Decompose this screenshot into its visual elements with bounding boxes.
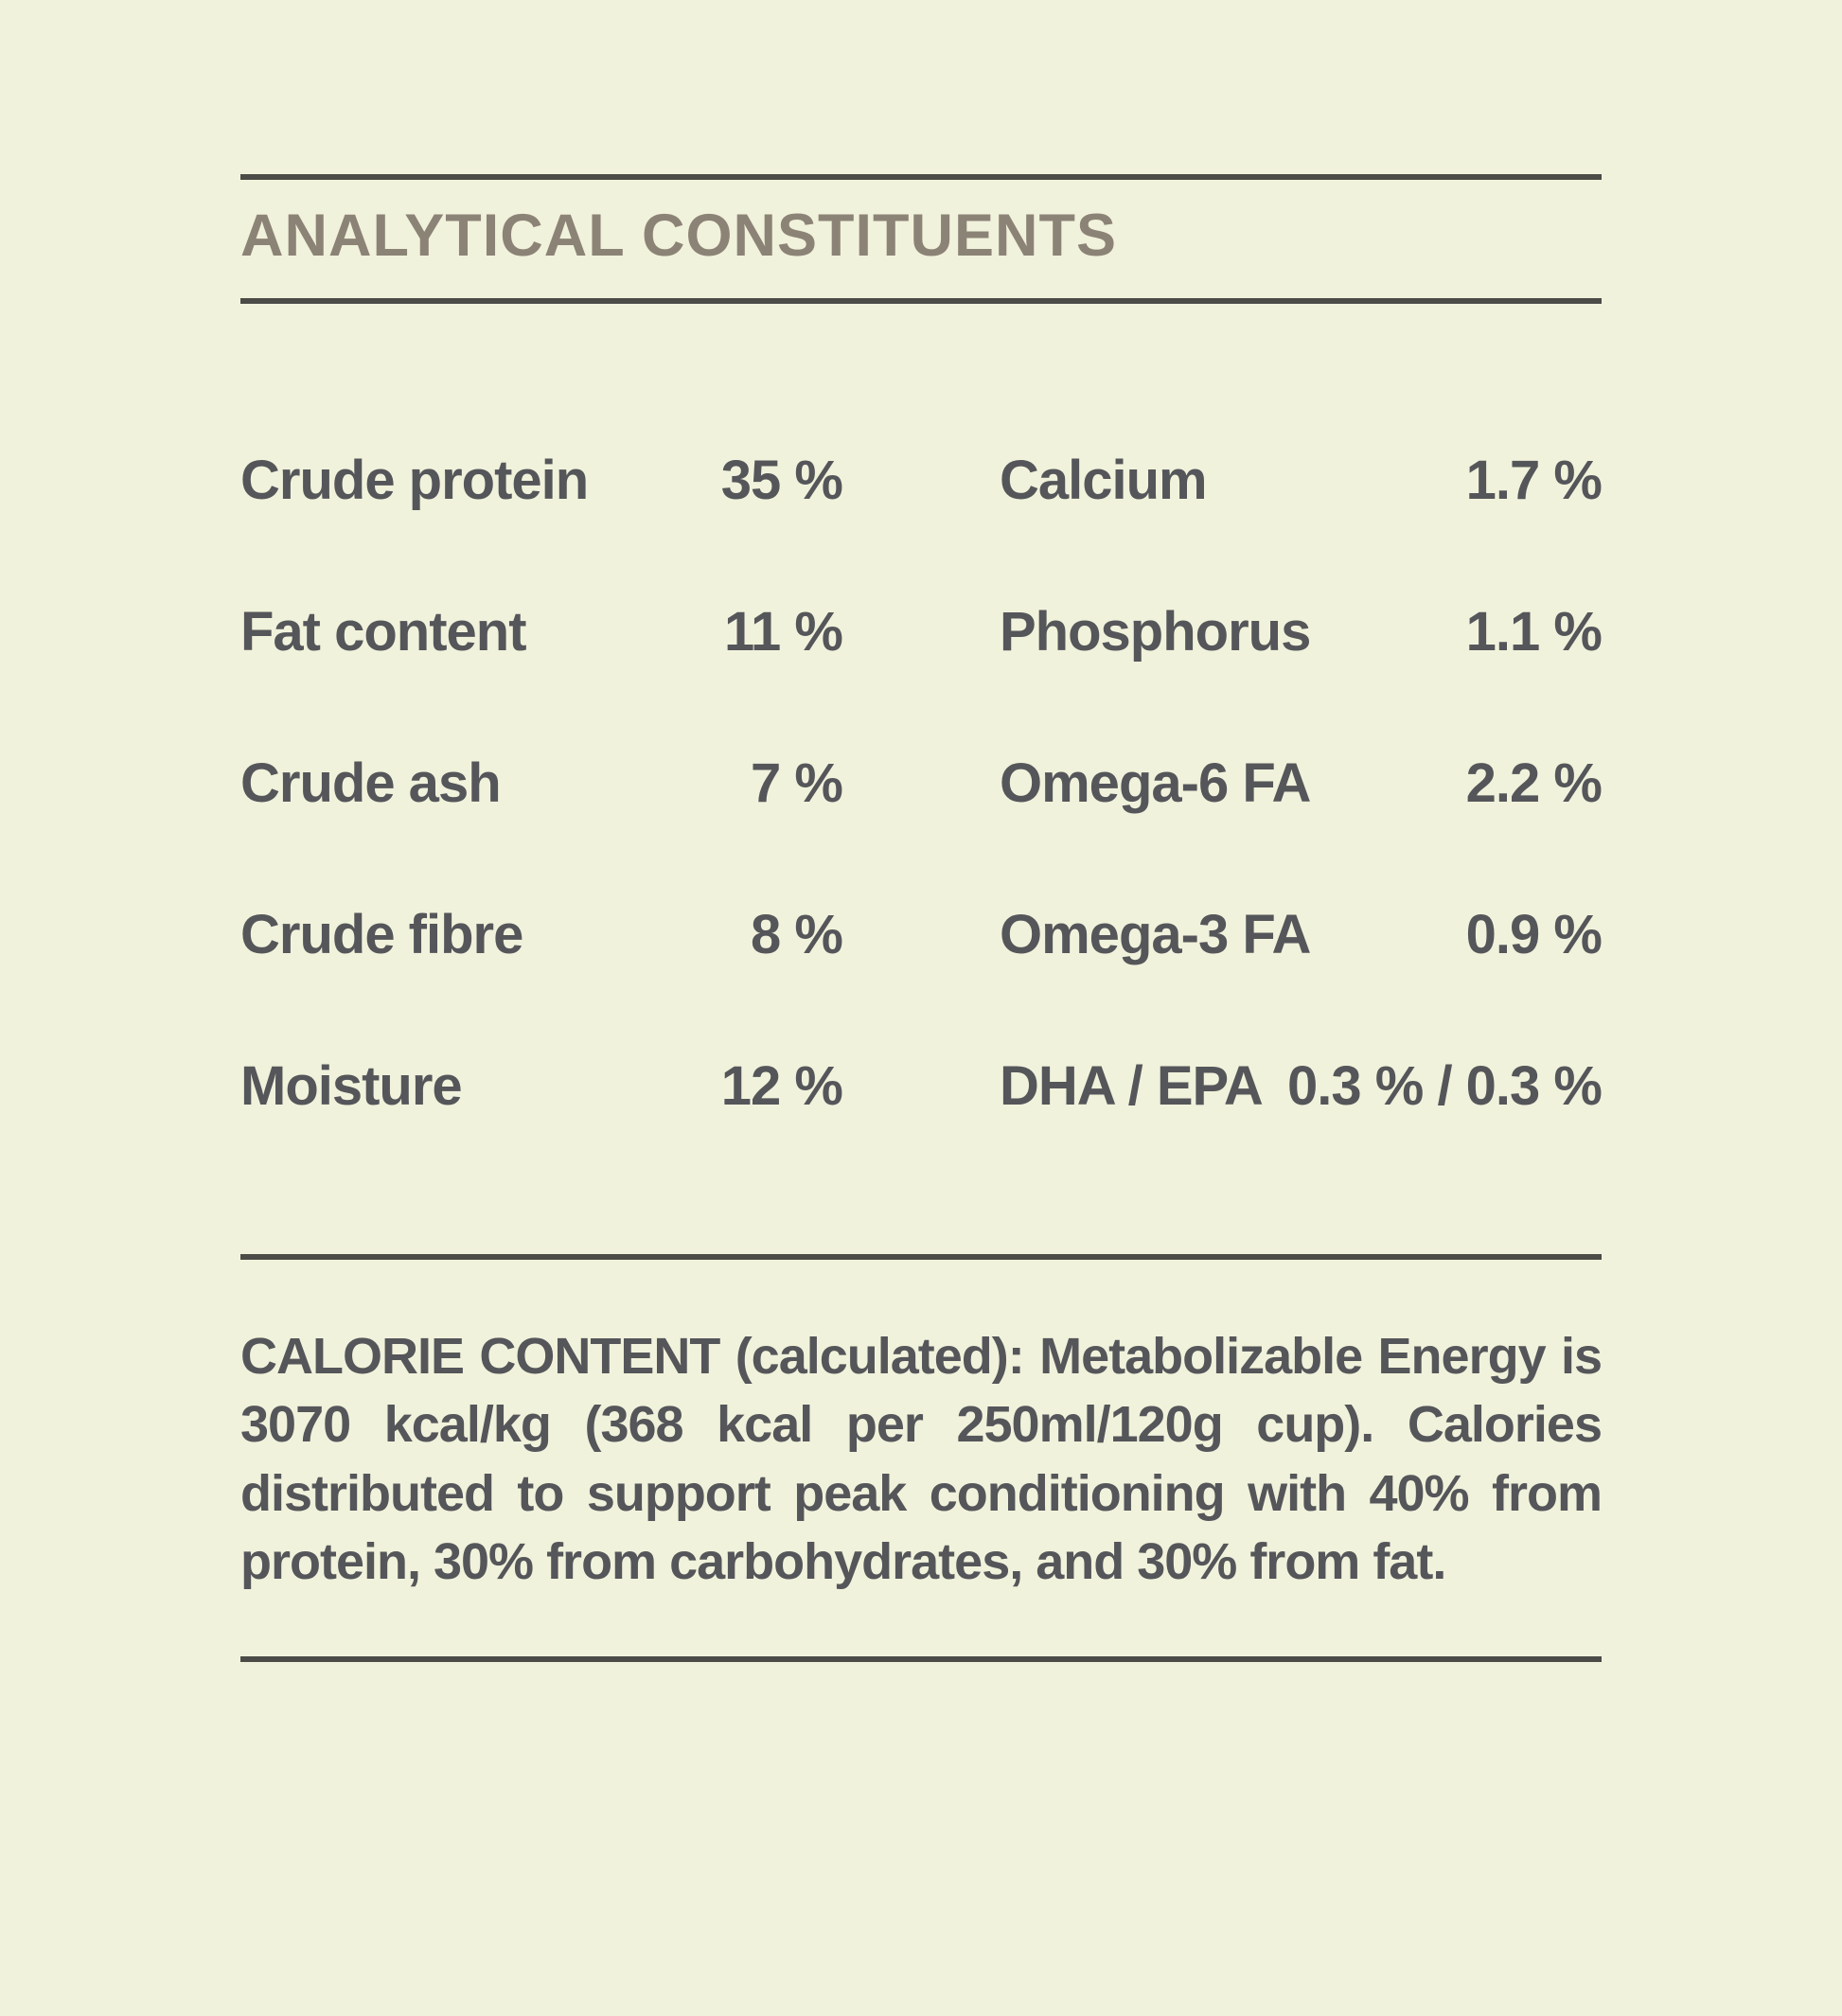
section-title: ANALYTICAL CONSTITUENTS <box>240 203 1118 269</box>
table-row: Moisture 12 % DHA / EPA 0.3 % / 0.3 % <box>240 1010 1603 1161</box>
nutrient-pair-left: Crude fibre 8 % <box>240 903 843 966</box>
nutrient-label: Fat content <box>240 600 527 663</box>
nutrient-label: Crude protein <box>240 449 589 511</box>
nutrient-pair-right: DHA / EPA 0.3 % / 0.3 % <box>1000 1054 1603 1118</box>
calorie-content-text: CALORIE CONTENT (calculated): Metaboliza… <box>240 1328 1603 1591</box>
nutrient-value: 12 % <box>720 1054 843 1117</box>
nutrient-label: DHA / EPA <box>1000 1054 1264 1117</box>
table-row: Crude fibre 8 % Omega-3 FA 0.9 % <box>240 858 1603 1010</box>
nutrient-value: 35 % <box>720 449 843 511</box>
table-row: Fat content 11 % Phosphorus 1.1 % <box>240 556 1603 707</box>
nutrient-label: Omega-3 FA <box>1000 903 1311 965</box>
nutrient-value: 0.3 % / 0.3 % <box>1287 1054 1603 1117</box>
analytical-constituents-panel: ANALYTICAL CONSTITUENTS Crude protein 35… <box>0 174 1842 2016</box>
nutrient-label: Omega-6 FA <box>1000 752 1311 814</box>
nutrient-table: Crude protein 35 % Calcium 1.7 % Fat con… <box>240 404 1603 1161</box>
nutrient-pair-right: Phosphorus 1.1 % <box>1000 600 1603 663</box>
nutrient-value: 7 % <box>751 752 843 814</box>
nutrient-label: Calcium <box>1000 449 1208 511</box>
top-divider <box>240 174 1602 180</box>
nutrient-label: Phosphorus <box>1000 600 1311 663</box>
nutrient-value: 8 % <box>751 903 843 965</box>
bottom-divider <box>240 1656 1602 1663</box>
nutrient-pair-left: Crude protein 35 % <box>240 449 843 512</box>
table-divider <box>240 1254 1602 1260</box>
table-row: Crude protein 35 % Calcium 1.7 % <box>240 404 1603 556</box>
nutrient-label: Crude fibre <box>240 903 523 965</box>
nutrient-pair-left: Crude ash 7 % <box>240 752 843 815</box>
table-row: Crude ash 7 % Omega-6 FA 2.2 % <box>240 707 1603 858</box>
nutrient-pair-right: Calcium 1.7 % <box>1000 449 1603 512</box>
title-divider <box>240 298 1602 304</box>
nutrient-value: 1.7 % <box>1465 449 1603 511</box>
nutrient-value: 2.2 % <box>1465 752 1603 814</box>
nutrient-pair-right: Omega-3 FA 0.9 % <box>1000 903 1603 966</box>
nutrient-value: 1.1 % <box>1465 600 1603 663</box>
nutrient-pair-left: Moisture 12 % <box>240 1054 843 1118</box>
nutrient-label: Moisture <box>240 1054 463 1117</box>
nutrient-value: 11 % <box>724 600 843 663</box>
nutrient-label: Crude ash <box>240 752 502 814</box>
nutrient-pair-left: Fat content 11 % <box>240 600 843 663</box>
nutrient-pair-right: Omega-6 FA 2.2 % <box>1000 752 1603 815</box>
nutrient-value: 0.9 % <box>1465 903 1603 965</box>
